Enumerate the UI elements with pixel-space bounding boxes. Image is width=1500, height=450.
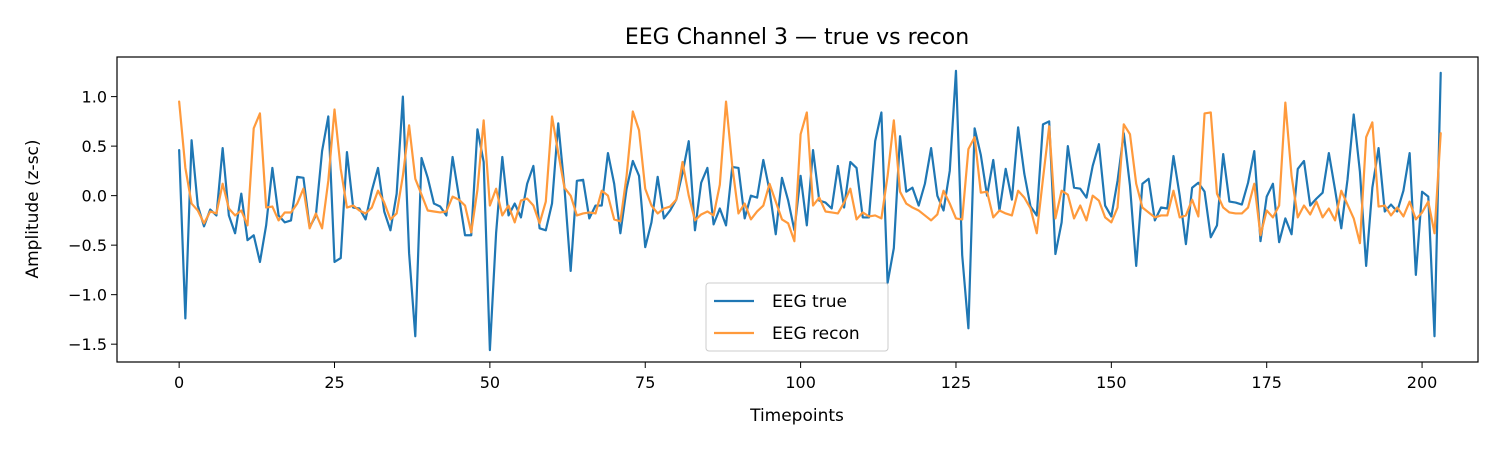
legend: EEG true EEG recon bbox=[705, 282, 889, 352]
x-tick-label: 125 bbox=[941, 373, 972, 392]
legend-label-eeg-recon: EEG recon bbox=[772, 324, 860, 344]
series-group bbox=[178, 69, 1442, 352]
y-tick-label: 0.0 bbox=[82, 187, 107, 206]
plot-frame bbox=[116, 56, 1479, 363]
y-tick-label: 1.0 bbox=[82, 88, 107, 107]
x-axis: 0 25 50 75 100 125 150 175 200 bbox=[174, 362, 1437, 392]
y-tick-label: 0.5 bbox=[82, 137, 107, 156]
chart-title: EEG Channel 3 — true vs recon bbox=[625, 25, 969, 50]
x-tick-label: 0 bbox=[174, 373, 184, 392]
y-axis-label: Amplitude (z-sc) bbox=[23, 139, 43, 278]
x-tick-label: 50 bbox=[480, 373, 500, 392]
legend-label-eeg-true: EEG true bbox=[772, 292, 847, 312]
y-axis: −1.5 −1.0 −0.5 0.0 0.5 1.0 bbox=[68, 88, 117, 354]
x-tick-label: 150 bbox=[1096, 373, 1127, 392]
x-tick-label: 25 bbox=[324, 373, 344, 392]
x-axis-label: Timepoints bbox=[749, 406, 844, 426]
series-line-eeg-recon bbox=[178, 100, 1442, 245]
y-tick-label: −1.0 bbox=[68, 286, 107, 305]
x-tick-label: 200 bbox=[1407, 373, 1438, 392]
x-tick-label: 175 bbox=[1251, 373, 1282, 392]
x-tick-label: 75 bbox=[635, 373, 655, 392]
series-line-eeg-true bbox=[178, 69, 1442, 352]
y-tick-label: −0.5 bbox=[68, 236, 107, 255]
y-tick-label: −1.5 bbox=[68, 335, 107, 354]
x-tick-label: 100 bbox=[785, 373, 816, 392]
